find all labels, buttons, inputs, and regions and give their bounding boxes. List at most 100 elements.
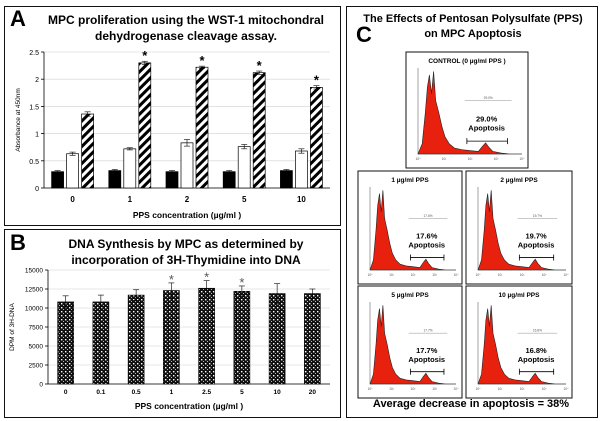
chart-b-significance-marker: * bbox=[239, 275, 244, 290]
apoptosis-label: Apoptosis bbox=[408, 355, 445, 364]
chart-b-category-label: 10 bbox=[274, 389, 282, 396]
cytometry-plot-label: 1 µg/ml PPS bbox=[391, 177, 429, 184]
cytometry-tick-label: 10⁴ bbox=[454, 387, 460, 391]
chart-b-ylabel: DPM of 3H-DNA bbox=[9, 303, 16, 351]
cytometry-marker-readout: 16.8% bbox=[533, 329, 542, 333]
chart-a-bar-solid bbox=[51, 171, 64, 189]
panel-c-footer: Average decrease in apoptosis = 38% bbox=[372, 398, 570, 410]
cytometry-tick-label: 10⁴ bbox=[454, 273, 460, 277]
panel-a bbox=[4, 6, 341, 226]
chart-b-bar bbox=[198, 287, 215, 385]
chart-a-significance-marker: * bbox=[257, 58, 263, 73]
cytometry-plot-label: CONTROL (0 µg/ml PPS ) bbox=[428, 58, 505, 65]
chart-a-category-label: 0 bbox=[70, 195, 75, 204]
chart-a-ytick-label: 0.5 bbox=[29, 159, 39, 166]
panel-a-title: MPC proliferation using the WST-1 mitoch… bbox=[36, 12, 336, 44]
panel-b-letter: B bbox=[10, 230, 26, 255]
cytometry-tick-label: 10⁰ bbox=[476, 273, 482, 277]
chart-b-category-label: 20 bbox=[309, 389, 317, 396]
chart-b-bar bbox=[304, 293, 321, 385]
panel-a-letter: A bbox=[10, 6, 26, 31]
chart-a-bar-open bbox=[295, 150, 308, 189]
chart-b-ytick-label: 7500 bbox=[29, 325, 44, 332]
cytometry-tick-label: 10¹ bbox=[389, 273, 394, 277]
chart-a-xlabel: PPS concentration (µg/ml ) bbox=[133, 210, 241, 220]
chart-b-category-label: 1 bbox=[170, 389, 174, 396]
cytometry-tick-label: 10² bbox=[520, 387, 525, 391]
panel-c-title-line2: on MPC Apoptosis bbox=[424, 28, 522, 40]
chart-a-bar-open bbox=[123, 148, 137, 189]
panel-a-title-line2: dehydrogenase cleavage assay. bbox=[95, 29, 277, 43]
chart-b-category-label: 5 bbox=[240, 389, 244, 396]
cytometry-plot-label: 5 µg/ml PPS bbox=[391, 292, 429, 299]
cytometry-tick-label: 10⁰ bbox=[416, 157, 422, 161]
chart-a-bar-solid bbox=[280, 170, 293, 189]
chart-b-category-label: 0.5 bbox=[132, 389, 141, 396]
cytometry-tick-label: 10³ bbox=[432, 273, 437, 277]
apoptosis-label: Apoptosis bbox=[408, 240, 445, 249]
cytometry-tick-label: 10⁴ bbox=[564, 387, 570, 391]
chart-c: CONTROL (0 µg/ml PPS ) 10⁰ 10¹ 10² 10³ 10⁴ 29.… bbox=[357, 51, 573, 399]
chart-b-ytick-label: 12500 bbox=[25, 287, 43, 294]
cytometry-tick-label: 10⁰ bbox=[368, 387, 374, 391]
chart-b-bar bbox=[163, 290, 180, 385]
chart-b-significance-marker: * bbox=[204, 270, 209, 285]
chart-a-ytick-label: 2 bbox=[35, 77, 39, 84]
cytometry-marker-readout: 19.7% bbox=[533, 214, 542, 218]
apoptosis-percent: 17.6% bbox=[416, 231, 438, 240]
chart-a-bar-open bbox=[237, 146, 251, 189]
chart-a-ylabel: Absorbance at 450nm bbox=[15, 88, 22, 152]
cytometry-tick-label: 10² bbox=[411, 273, 416, 277]
panel-b-title: DNA Synthesis by MPC as determined by in… bbox=[40, 236, 332, 268]
apoptosis-label: Apoptosis bbox=[518, 355, 555, 364]
cytometry-tick-label: 10¹ bbox=[389, 387, 394, 391]
chart-b-bar bbox=[92, 301, 110, 385]
apoptosis-percent: 19.7% bbox=[525, 231, 547, 240]
chart-b-bar bbox=[233, 290, 251, 385]
cytometry-tick-label: 10³ bbox=[494, 157, 499, 161]
chart-b-significance-marker: * bbox=[169, 272, 174, 287]
chart-b-ytick-label: 15000 bbox=[25, 268, 43, 275]
cytometry-histogram bbox=[417, 71, 522, 155]
cytometry-tick-label: 10² bbox=[520, 273, 525, 277]
chart-a-ytick-label: 2.5 bbox=[29, 50, 39, 57]
chart-a-category-label: 5 bbox=[242, 195, 247, 204]
chart-a-bar-solid bbox=[165, 171, 179, 189]
cytometry-tick-label: 10⁰ bbox=[368, 273, 374, 277]
cytometry-tick-label: 10³ bbox=[542, 273, 547, 277]
apoptosis-label: Apoptosis bbox=[468, 123, 505, 132]
cytometry-histogram bbox=[369, 305, 456, 385]
panel-b-title-line2: incorporation of 3H-Thymidine into DNA bbox=[71, 253, 301, 267]
cytometry-tick-label: 10³ bbox=[432, 387, 437, 391]
chart-b: 0 2500 5000 7500 10000 12500 15000 DPM of 3H-DN… bbox=[9, 268, 330, 411]
chart-b-ytick-label: 5000 bbox=[29, 344, 44, 351]
chart-b-bar bbox=[57, 301, 74, 385]
cytometry-tick-label: 10¹ bbox=[498, 387, 503, 391]
panel-b-title-line1: DNA Synthesis by MPC as determined by bbox=[68, 237, 304, 251]
cytometry-histogram bbox=[477, 190, 566, 271]
chart-b-category-label: 2.5 bbox=[202, 389, 211, 396]
cytometry-marker-readout: 29.0% bbox=[484, 96, 493, 100]
cytometry-tick-label: 10⁰ bbox=[476, 387, 482, 391]
chart-a-significance-marker: * bbox=[314, 73, 320, 88]
chart-a-ytick-label: 1.5 bbox=[29, 104, 39, 111]
chart-a-category-label: 10 bbox=[297, 195, 306, 204]
panel-c-title: The Effects of Pentosan Polysulfate (PPS… bbox=[350, 12, 596, 42]
chart-b-category-label: 0 bbox=[64, 389, 68, 396]
chart-a-category-label: 1 bbox=[128, 195, 133, 204]
cytometry-plot-label: 2 µg/ml PPS bbox=[500, 177, 538, 184]
chart-b-bar bbox=[127, 294, 145, 385]
apoptosis-percent: 17.7% bbox=[416, 346, 438, 355]
panel-c-letter: C bbox=[356, 22, 372, 47]
cytometry-tick-label: 10² bbox=[468, 157, 473, 161]
chart-a-ytick-label: 1 bbox=[35, 132, 39, 139]
cytometry-tick-label: 10⁴ bbox=[564, 273, 570, 277]
chart-a-bar-hatched bbox=[252, 72, 266, 189]
chart-a-significance-marker: * bbox=[142, 48, 148, 63]
chart-a-significance-marker: * bbox=[199, 53, 205, 68]
chart-b-bar bbox=[268, 293, 286, 385]
chart-a-bar-hatched bbox=[195, 66, 209, 189]
chart-a-bar-hatched bbox=[138, 62, 152, 189]
cytometry-tick-label: 10⁴ bbox=[520, 157, 526, 161]
cytometry-tick-label: 10¹ bbox=[498, 273, 503, 277]
